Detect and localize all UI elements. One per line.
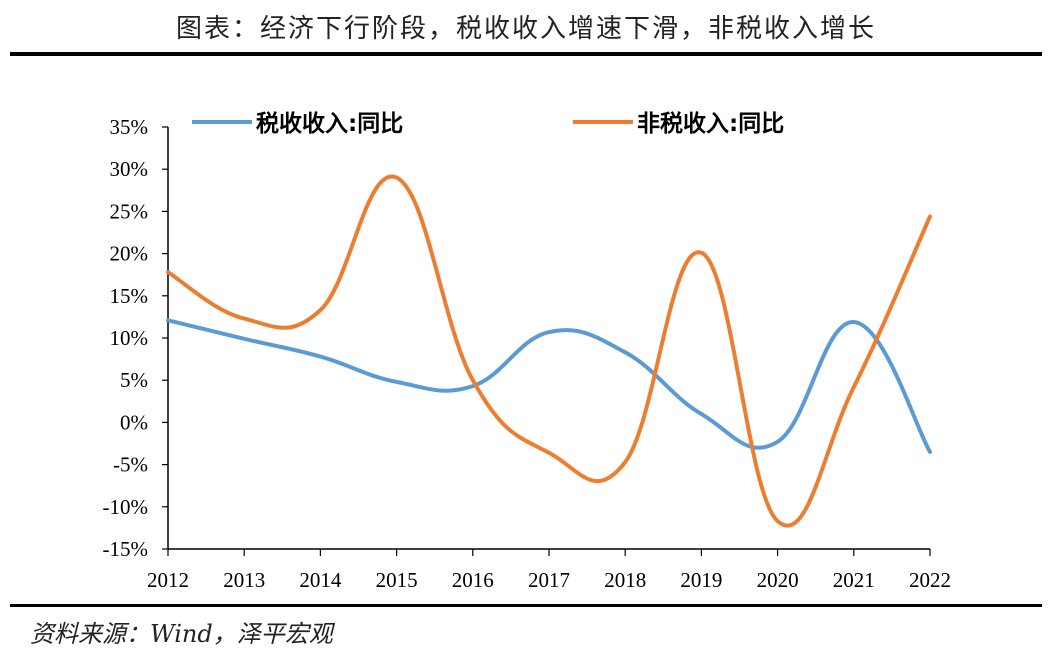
nontax-revenue-yoy-line: [166, 174, 932, 528]
y-tick-label: -10%: [103, 495, 149, 519]
axes: 35% 30% 25% 20% 15% 10% 5% 0% -5% -10% -15% 2012 201…: [103, 115, 952, 592]
x-tick-label: 2016: [452, 568, 494, 592]
chart-title: 图表：经济下行阶段，税收收入增速下滑，非税收入增长: [175, 14, 876, 44]
y-tick-label: 20%: [110, 242, 149, 266]
x-tick-label: 2020: [757, 568, 799, 592]
x-tick-label: 2021: [833, 568, 875, 592]
x-tick-label: 2018: [604, 568, 646, 592]
y-tick-label: 10%: [110, 326, 149, 350]
tax-revenue-yoy-line: [166, 318, 932, 454]
y-tick-label: 35%: [110, 115, 149, 139]
legend-label: 税收收入:同比: [256, 110, 403, 137]
y-tick-label: 15%: [110, 284, 149, 308]
y-tick-label: 5%: [120, 368, 148, 392]
y-tick-label: -15%: [103, 537, 149, 561]
x-tick-label: 2014: [299, 568, 342, 592]
y-tick-label: 25%: [110, 199, 149, 223]
y-tick-label: -5%: [113, 453, 148, 477]
y-tick-label: 0%: [120, 410, 148, 434]
bottom-rule: [10, 604, 1042, 607]
x-tick-label: 2015: [376, 568, 418, 592]
legend: 税收收入:同比 非税收入:同比: [192, 110, 784, 137]
y-tick-label: 30%: [110, 157, 149, 181]
x-tick-label: 2013: [223, 568, 265, 592]
x-tick-label: 2017: [528, 568, 570, 592]
x-tick-label: 2022: [909, 568, 951, 592]
x-tick-label: 2019: [680, 568, 722, 592]
series-lines: [166, 174, 932, 528]
legend-label: 非税收入:同比: [637, 110, 784, 137]
source-note: 资料来源：Wind，泽平宏观: [30, 620, 333, 648]
x-tick-label: 2012: [147, 568, 189, 592]
top-rule: [10, 52, 1042, 56]
